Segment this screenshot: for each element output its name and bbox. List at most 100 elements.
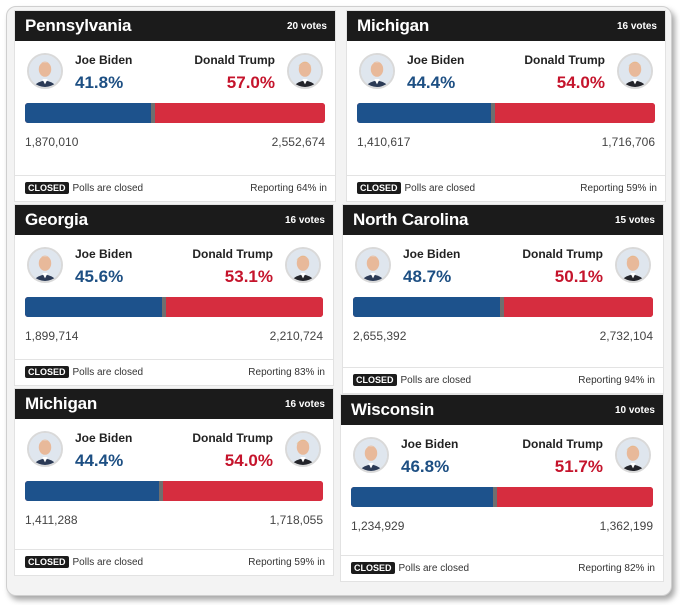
biden-percent: 44.4% xyxy=(407,73,456,92)
vote-counts: 2,655,392 2,732,104 xyxy=(343,329,663,343)
trump-percent: 53.1% xyxy=(224,267,273,286)
trump-percent: 57.0% xyxy=(226,73,275,92)
trump-avatar xyxy=(615,247,651,283)
reporting-status: Reporting 64% in xyxy=(250,183,327,194)
state-name: Pennsylvania xyxy=(25,16,132,35)
biden-avatar xyxy=(355,247,391,283)
poll-status-text: Polls are closed xyxy=(404,183,476,194)
card-header: Wisconsin 10 votes xyxy=(341,395,663,425)
trump-vote-count: 1,718,055 xyxy=(269,513,323,527)
biden-percent: 46.8% xyxy=(401,457,450,476)
poll-status-text: Polls are closed xyxy=(398,563,470,574)
biden-vote-count: 1,411,288 xyxy=(25,513,78,527)
biden-bar-segment xyxy=(353,297,500,317)
trump-block: Donald Trump 51.7% xyxy=(522,437,603,477)
biden-name: Joe Biden xyxy=(75,53,133,67)
trump-percent: 50.1% xyxy=(554,267,603,286)
trump-avatar xyxy=(615,437,651,473)
poll-status: CLOSED Polls are closed xyxy=(353,374,472,386)
biden-name: Joe Biden xyxy=(401,437,459,451)
trump-vote-count: 2,552,674 xyxy=(271,135,325,149)
candidates-row: Joe Biden 44.4% Donald Trump 54.0% xyxy=(15,427,333,481)
reporting-status: Reporting 59% in xyxy=(580,183,657,194)
biden-avatar xyxy=(27,53,63,89)
biden-avatar xyxy=(27,247,63,283)
poll-status-text: Polls are closed xyxy=(72,367,144,378)
biden-avatar xyxy=(353,437,389,473)
card-footer: CLOSED Polls are closed Reporting 59% in xyxy=(347,175,665,201)
poll-status-text: Polls are closed xyxy=(400,375,472,386)
state-card-georgia: Georgia 16 votes Joe Biden 45.6% Donald … xyxy=(15,205,333,385)
state-card-north-carolina: North Carolina 15 votes Joe Biden 48.7% … xyxy=(343,205,663,393)
card-header: Georgia 16 votes xyxy=(15,205,333,235)
biden-block: Joe Biden 44.4% xyxy=(407,53,464,93)
candidates-row: Joe Biden 44.4% Donald Trump 54.0% xyxy=(347,49,665,103)
card-header: Michigan 16 votes xyxy=(347,11,665,41)
trump-bar-segment xyxy=(495,103,655,123)
biden-name: Joe Biden xyxy=(75,431,133,445)
electoral-votes: 16 votes xyxy=(284,214,325,226)
biden-name: Joe Biden xyxy=(75,247,133,261)
card-header: Michigan 16 votes xyxy=(15,389,333,419)
state-card-wisconsin: Wisconsin 10 votes Joe Biden 46.8% Donal… xyxy=(341,395,663,581)
vote-counts: 1,411,288 1,718,055 xyxy=(15,513,333,527)
trump-avatar xyxy=(617,53,653,89)
electoral-votes: 15 votes xyxy=(614,214,655,226)
poll-status-text: Polls are closed xyxy=(72,557,144,568)
poll-status: CLOSED Polls are closed xyxy=(351,562,470,574)
trump-block: Donald Trump 53.1% xyxy=(192,247,273,287)
biden-name: Joe Biden xyxy=(407,53,465,67)
state-card-michigan-2: Michigan 16 votes Joe Biden 44.4% Donald… xyxy=(15,389,333,575)
trump-avatar xyxy=(287,53,323,89)
biden-block: Joe Biden 45.6% xyxy=(75,247,132,287)
bar-divider xyxy=(500,297,504,317)
trump-name: Donald Trump xyxy=(194,53,275,67)
bar-divider xyxy=(162,297,167,317)
trump-bar-segment xyxy=(166,297,323,317)
biden-vote-count: 1,899,714 xyxy=(25,329,79,343)
electoral-votes: 10 votes xyxy=(614,404,655,416)
biden-percent: 44.4% xyxy=(75,451,124,470)
biden-vote-count: 1,234,929 xyxy=(351,519,405,533)
bar-divider xyxy=(492,487,497,507)
trump-bar-segment xyxy=(163,481,323,501)
bar-divider xyxy=(491,103,496,123)
vote-share-bar xyxy=(25,297,323,317)
biden-percent: 48.7% xyxy=(403,267,452,286)
reporting-status: Reporting 82% in xyxy=(578,563,655,574)
poll-status: CLOSED Polls are closed xyxy=(25,182,143,194)
trump-bar-segment xyxy=(504,297,653,317)
biden-percent: 45.6% xyxy=(75,267,124,286)
candidates-row: Joe Biden 48.7% Donald Trump 50.1% xyxy=(343,243,663,297)
state-name: Michigan xyxy=(25,394,98,413)
biden-block: Joe Biden 46.8% xyxy=(401,437,458,477)
trump-name: Donald Trump xyxy=(192,247,273,261)
state-card-pennsylvania: Pennsylvania 20 votes Joe Biden 41.8% Do… xyxy=(15,11,335,201)
state-name: North Carolina xyxy=(353,210,469,229)
trump-avatar xyxy=(285,247,321,283)
reporting-status: Reporting 94% in xyxy=(578,375,655,386)
biden-vote-count: 1,410,617 xyxy=(357,135,411,149)
trump-block: Donald Trump 57.0% xyxy=(194,53,275,93)
candidates-row: Joe Biden 41.8% Donald Trump 57.0% xyxy=(15,49,335,103)
candidates-row: Joe Biden 46.8% Donald Trump 51.7% xyxy=(341,433,663,487)
state-name: Michigan xyxy=(357,16,430,35)
trump-name: Donald Trump xyxy=(522,437,603,451)
trump-bar-segment xyxy=(496,487,653,507)
bar-divider xyxy=(159,481,164,501)
card-footer: CLOSED Polls are closed Reporting 64% in xyxy=(15,175,335,201)
vote-share-bar xyxy=(357,103,655,123)
closed-badge: CLOSED xyxy=(351,562,395,574)
biden-name: Joe Biden xyxy=(403,247,461,261)
card-footer: CLOSED Polls are closed Reporting 59% in xyxy=(15,549,333,575)
trump-percent: 51.7% xyxy=(554,457,603,476)
closed-badge: CLOSED xyxy=(357,182,401,194)
vote-share-bar xyxy=(25,481,323,501)
trump-block: Donald Trump 50.1% xyxy=(522,247,603,287)
biden-block: Joe Biden 41.8% xyxy=(75,53,132,93)
electoral-votes: 16 votes xyxy=(616,20,657,32)
closed-badge: CLOSED xyxy=(25,366,69,378)
card-footer: CLOSED Polls are closed Reporting 94% in xyxy=(343,367,663,393)
closed-badge: CLOSED xyxy=(25,556,69,568)
reporting-status: Reporting 83% in xyxy=(248,367,325,378)
